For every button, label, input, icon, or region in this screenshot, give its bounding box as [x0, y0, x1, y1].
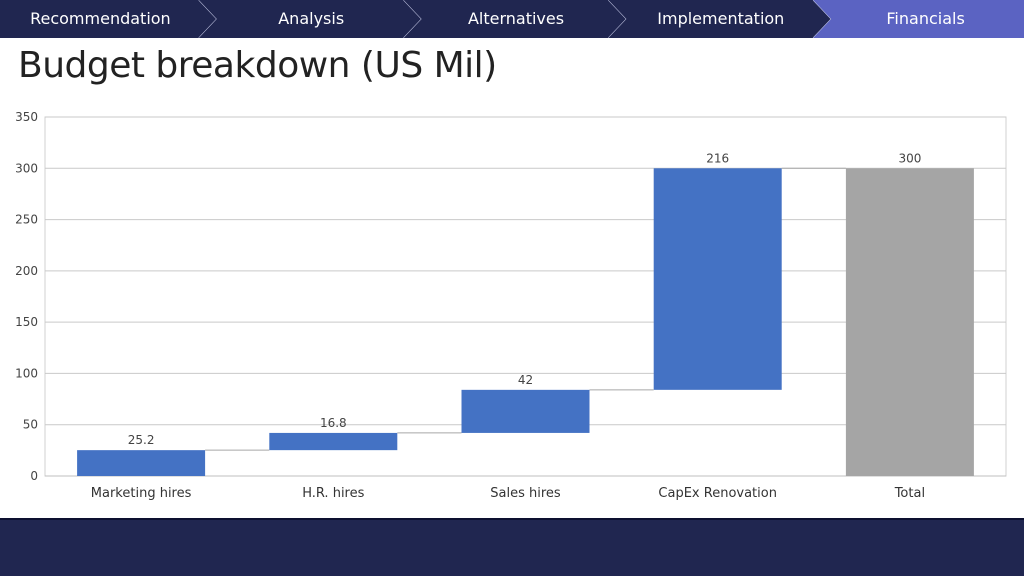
- x-category-label: Marketing hires: [91, 486, 192, 501]
- tab-analysis[interactable]: Analysis: [198, 0, 423, 38]
- waterfall-chart: 0 50 100 150 200 250 300 350 25.2 Marketing hire…: [15, 110, 1007, 501]
- y-tick-label: 200: [15, 264, 38, 278]
- x-category-label: H.R. hires: [302, 486, 364, 501]
- data-label: 216: [706, 151, 729, 165]
- bar-capex-renovation: [653, 168, 782, 390]
- x-category-label: Total: [894, 486, 925, 501]
- y-tick-label: 250: [15, 213, 38, 227]
- footer-bar: [0, 518, 1024, 576]
- page-title: Budget breakdown (US Mil): [18, 45, 497, 86]
- bar-sales-hires: [461, 389, 590, 433]
- bar-total: [845, 168, 974, 476]
- tab-alternatives[interactable]: Alternatives: [403, 0, 628, 38]
- y-tick-label: 350: [15, 110, 38, 124]
- bar-h-r-hires: [269, 432, 398, 451]
- data-label: 42: [518, 373, 533, 387]
- tab-label: Analysis: [278, 9, 344, 28]
- data-label: 25.2: [128, 433, 155, 447]
- tab-label: Implementation: [657, 9, 784, 28]
- y-tick-label: 150: [15, 315, 38, 329]
- x-category-label: Sales hires: [490, 486, 561, 501]
- tab-recommendation[interactable]: Recommendation: [0, 0, 218, 38]
- tab-label: Recommendation: [30, 9, 171, 28]
- tab-implementation[interactable]: Implementation: [608, 0, 832, 38]
- y-tick-label: 50: [23, 418, 38, 432]
- navigation-bar: Recommendation Analysis Alternatives Implem…: [0, 0, 1024, 38]
- tab-label: Financials: [886, 9, 964, 28]
- data-label: 300: [898, 151, 921, 165]
- y-tick-label: 300: [15, 161, 38, 175]
- tab-label: Alternatives: [468, 9, 564, 28]
- tab-financials[interactable]: Financials: [813, 0, 1024, 38]
- y-tick-label: 0: [30, 469, 38, 483]
- bar-marketing-hires: [77, 450, 206, 476]
- data-label: 16.8: [320, 416, 347, 430]
- x-category-label: CapEx Renovation: [658, 486, 777, 501]
- y-tick-label: 100: [15, 366, 38, 380]
